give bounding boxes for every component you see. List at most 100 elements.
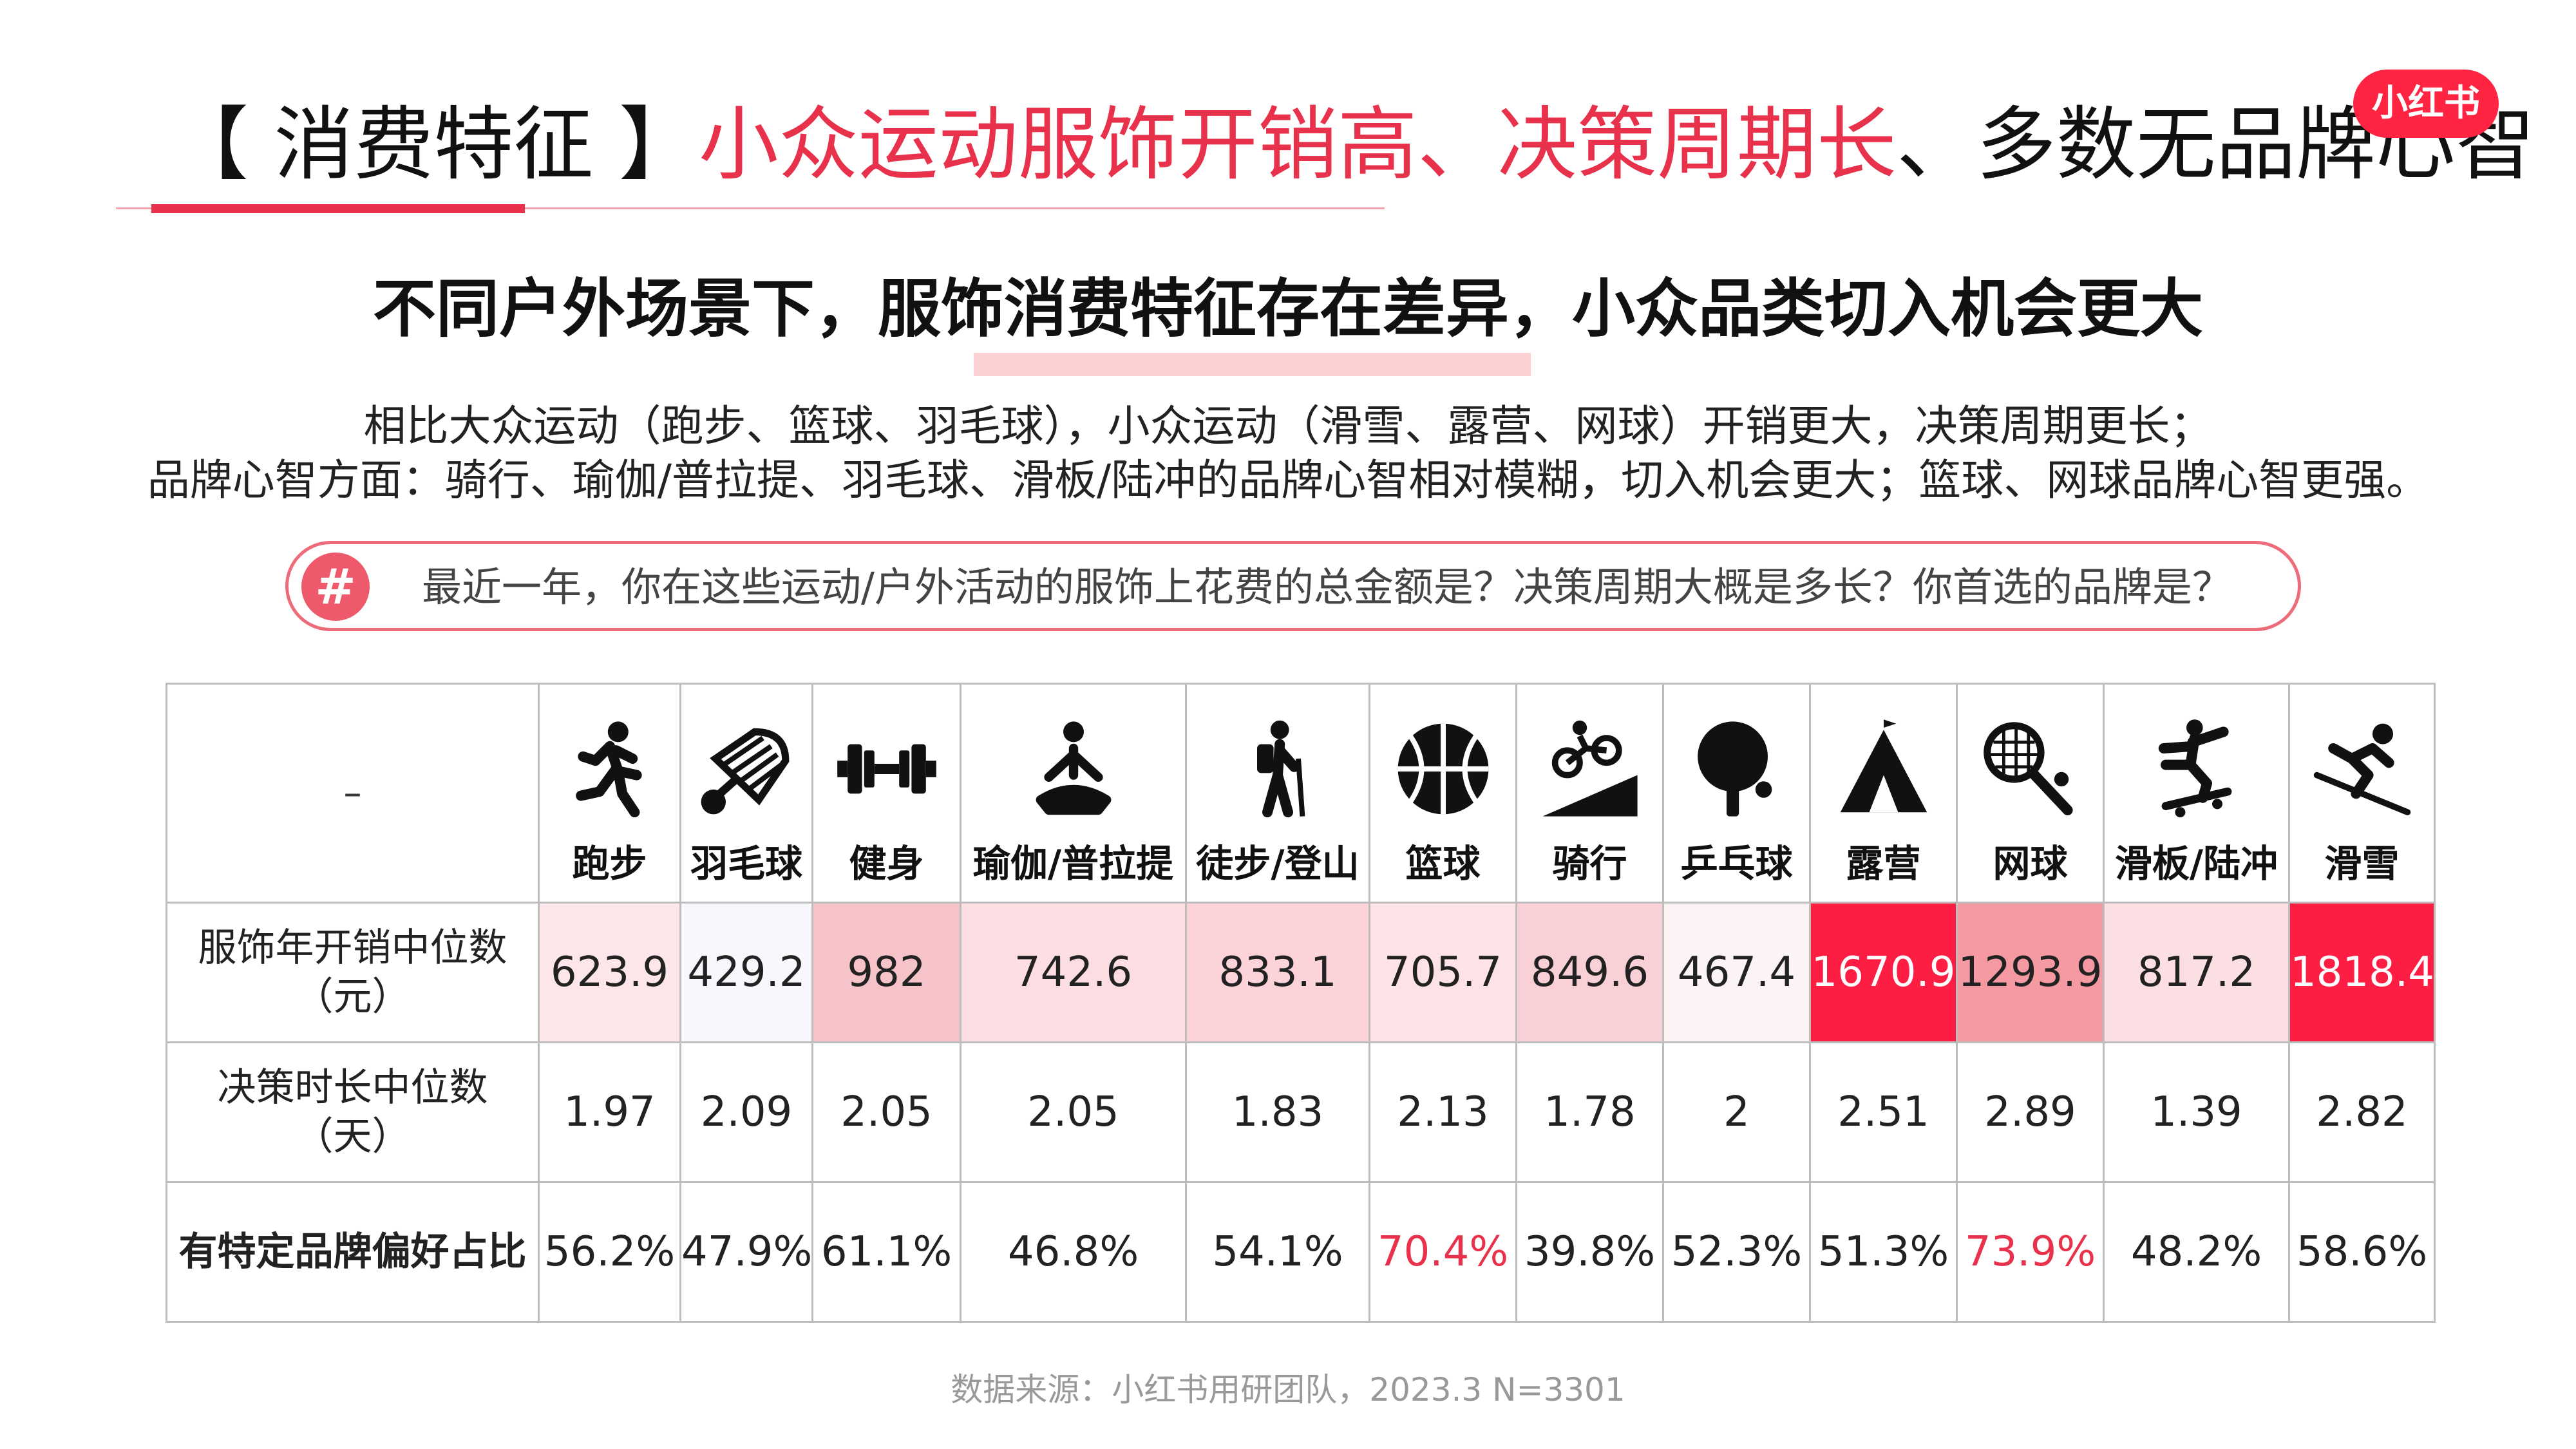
row-label-spending: 服饰年开销中位数 （元） <box>166 902 540 1043</box>
sport-label-camping: 露营 <box>1846 842 1921 886</box>
cell-spending-basketball: 705.7 <box>1368 902 1517 1043</box>
row-label-decision-line1: 决策时长中位数 <box>217 1065 488 1110</box>
sport-header-fitness: 健身 <box>811 683 961 904</box>
row-label-decision-line2: （天） <box>294 1114 411 1159</box>
cell-brand-skiing: 58.6% <box>2288 1181 2436 1323</box>
sport-label-running: 跑步 <box>572 842 647 886</box>
page-title: 【 消费特征 】小众运动服饰开销高、决策周期长、多数无品牌心智 <box>169 97 2535 193</box>
sports-apparel-table: – 跑步 羽毛球 <box>166 683 2436 1323</box>
sport-header-hiking: 徒步/登山 <box>1185 683 1370 904</box>
running-icon <box>575 721 642 818</box>
title-bracket-label: 【 消费特征 】 <box>169 99 699 191</box>
cell-decision-running: 1.97 <box>538 1041 681 1183</box>
cell-brand-hiking: 54.1% <box>1185 1181 1370 1323</box>
subtitle: 不同户外场景下，服饰消费特征存在差异，小众品类切入机会更大 <box>372 272 2203 346</box>
row-label-brand: 有特定品牌偏好占比 <box>166 1181 540 1323</box>
ping-pong-icon <box>1697 721 1772 817</box>
cell-brand-pingpong: 52.3% <box>1662 1181 1811 1323</box>
cell-decision-cycling: 1.78 <box>1515 1041 1664 1183</box>
sport-header-cycling: 骑行 <box>1515 683 1664 904</box>
cell-spending-badminton: 429.2 <box>679 902 813 1043</box>
tent-icon <box>1840 719 1927 813</box>
sport-label-cycling: 骑行 <box>1552 842 1627 886</box>
description-line-1: 相比大众运动（跑步、篮球、羽毛球），小众运动（滑雪、露营、网球）开销更大，决策周… <box>363 401 2213 451</box>
title-highlight: 小众运动服饰开销高、决策周期长 <box>698 99 1897 191</box>
sport-header-skiing: 滑雪 <box>2288 683 2436 904</box>
sport-label-pingpong: 乒乓球 <box>1680 842 1793 886</box>
table-corner: – <box>166 683 540 904</box>
title-accent-bar <box>151 204 525 213</box>
sport-label-skateboard: 滑板/陆冲 <box>2114 842 2278 886</box>
cell-brand-basketball: 70.4% <box>1368 1181 1517 1323</box>
row-label-spending-line2: （元） <box>294 974 411 1019</box>
dumbbell-icon <box>837 744 936 794</box>
cell-brand-badminton: 47.9% <box>679 1181 813 1323</box>
cell-decision-yoga: 2.05 <box>960 1041 1187 1183</box>
cell-decision-badminton: 2.09 <box>679 1041 813 1183</box>
skiing-icon <box>2313 723 2410 815</box>
sport-header-pingpong: 乒乓球 <box>1662 683 1811 904</box>
title-separator: 、 <box>1896 99 1976 191</box>
cell-brand-cycling: 39.8% <box>1515 1181 1664 1323</box>
title-divider <box>116 207 1385 209</box>
cell-decision-camping: 2.51 <box>1809 1041 1958 1183</box>
subtitle-highlight-bar <box>974 353 1531 376</box>
sport-header-running: 跑步 <box>538 683 681 904</box>
cell-spending-hiking: 833.1 <box>1185 902 1370 1043</box>
cell-brand-skateboard: 48.2% <box>2103 1181 2290 1323</box>
cell-spending-camping: 1670.9 <box>1809 902 1958 1043</box>
table-row-spending: 服饰年开销中位数 （元） 623.9 429.2 982 742.6 833.1… <box>166 902 2436 1043</box>
sport-header-camping: 露营 <box>1809 683 1958 904</box>
cell-decision-fitness: 2.05 <box>811 1041 961 1183</box>
row-label-decision: 决策时长中位数 （天） <box>166 1041 540 1183</box>
sport-label-hiking: 徒步/登山 <box>1196 842 1359 886</box>
basketball-icon <box>1397 723 1488 815</box>
cell-decision-skiing: 2.82 <box>2288 1041 2436 1183</box>
table-row-brand-preference: 有特定品牌偏好占比 56.2% 47.9% 61.1% 46.8% 54.1% … <box>166 1181 2436 1323</box>
row-label-spending-line1: 服饰年开销中位数 <box>198 925 507 971</box>
sport-label-basketball: 篮球 <box>1405 842 1481 886</box>
cell-spending-pingpong: 467.4 <box>1662 902 1811 1043</box>
cell-decision-basketball: 2.13 <box>1368 1041 1517 1183</box>
sport-header-yoga: 瑜伽/普拉提 <box>960 683 1187 904</box>
cell-spending-fitness: 982 <box>811 902 961 1043</box>
shuttlecock-icon <box>701 728 790 815</box>
sport-label-skiing: 滑雪 <box>2324 842 2400 886</box>
question-box <box>285 541 2301 631</box>
cell-spending-skateboard: 817.2 <box>2103 902 2290 1043</box>
cell-decision-skateboard: 1.39 <box>2103 1041 2290 1183</box>
sport-header-skateboard: 滑板/陆冲 <box>2103 683 2290 904</box>
sport-label-badminton: 羽毛球 <box>690 842 802 886</box>
hiking-icon <box>1257 720 1305 818</box>
cell-brand-fitness: 61.1% <box>811 1181 961 1323</box>
cycling-icon <box>1542 720 1638 817</box>
sport-header-basketball: 篮球 <box>1368 683 1517 904</box>
question-text: 最近一年，你在这些运动/户外活动的服饰上花费的总金额是？决策周期大概是多长？你首… <box>422 564 2232 611</box>
xiaohongshu-logo: 小红书 <box>2353 70 2499 138</box>
cell-decision-tennis: 2.89 <box>1956 1041 2105 1183</box>
sport-label-tennis: 网球 <box>1993 842 2068 886</box>
cell-spending-tennis: 1293.9 <box>1956 902 2105 1043</box>
data-source: 数据来源：小红书用研团队，2023.3 N=3301 <box>951 1371 1625 1408</box>
tennis-icon <box>1983 722 2073 815</box>
description-line-2: 品牌心智方面：骑行、瑜伽/普拉提、羽毛球、滑板/陆冲的品牌心智相对模糊，切入机会… <box>147 455 2429 505</box>
skateboard-icon <box>2158 719 2231 818</box>
cell-brand-running: 56.2% <box>538 1181 681 1323</box>
cell-decision-hiking: 1.83 <box>1185 1041 1370 1183</box>
cell-decision-pingpong: 2 <box>1662 1041 1811 1183</box>
sport-header-tennis: 网球 <box>1956 683 2105 904</box>
cell-spending-skiing: 1818.4 <box>2288 902 2436 1043</box>
cell-spending-yoga: 742.6 <box>960 902 1187 1043</box>
table-header-row: – 跑步 羽毛球 <box>166 683 2436 904</box>
table-row-decision-days: 决策时长中位数 （天） 1.97 2.09 2.05 2.05 1.83 2.1… <box>166 1041 2436 1183</box>
cell-brand-tennis: 73.9% <box>1956 1181 2105 1323</box>
sport-label-fitness: 健身 <box>849 842 924 886</box>
hashtag-icon: # <box>301 553 370 621</box>
cell-spending-running: 623.9 <box>538 902 681 1043</box>
yoga-icon <box>1036 721 1111 815</box>
cell-brand-yoga: 46.8% <box>960 1181 1187 1323</box>
cell-brand-camping: 51.3% <box>1809 1181 1958 1323</box>
sport-label-yoga: 瑜伽/普拉提 <box>972 842 1174 886</box>
sport-header-badminton: 羽毛球 <box>679 683 813 904</box>
cell-spending-cycling: 849.6 <box>1515 902 1664 1043</box>
